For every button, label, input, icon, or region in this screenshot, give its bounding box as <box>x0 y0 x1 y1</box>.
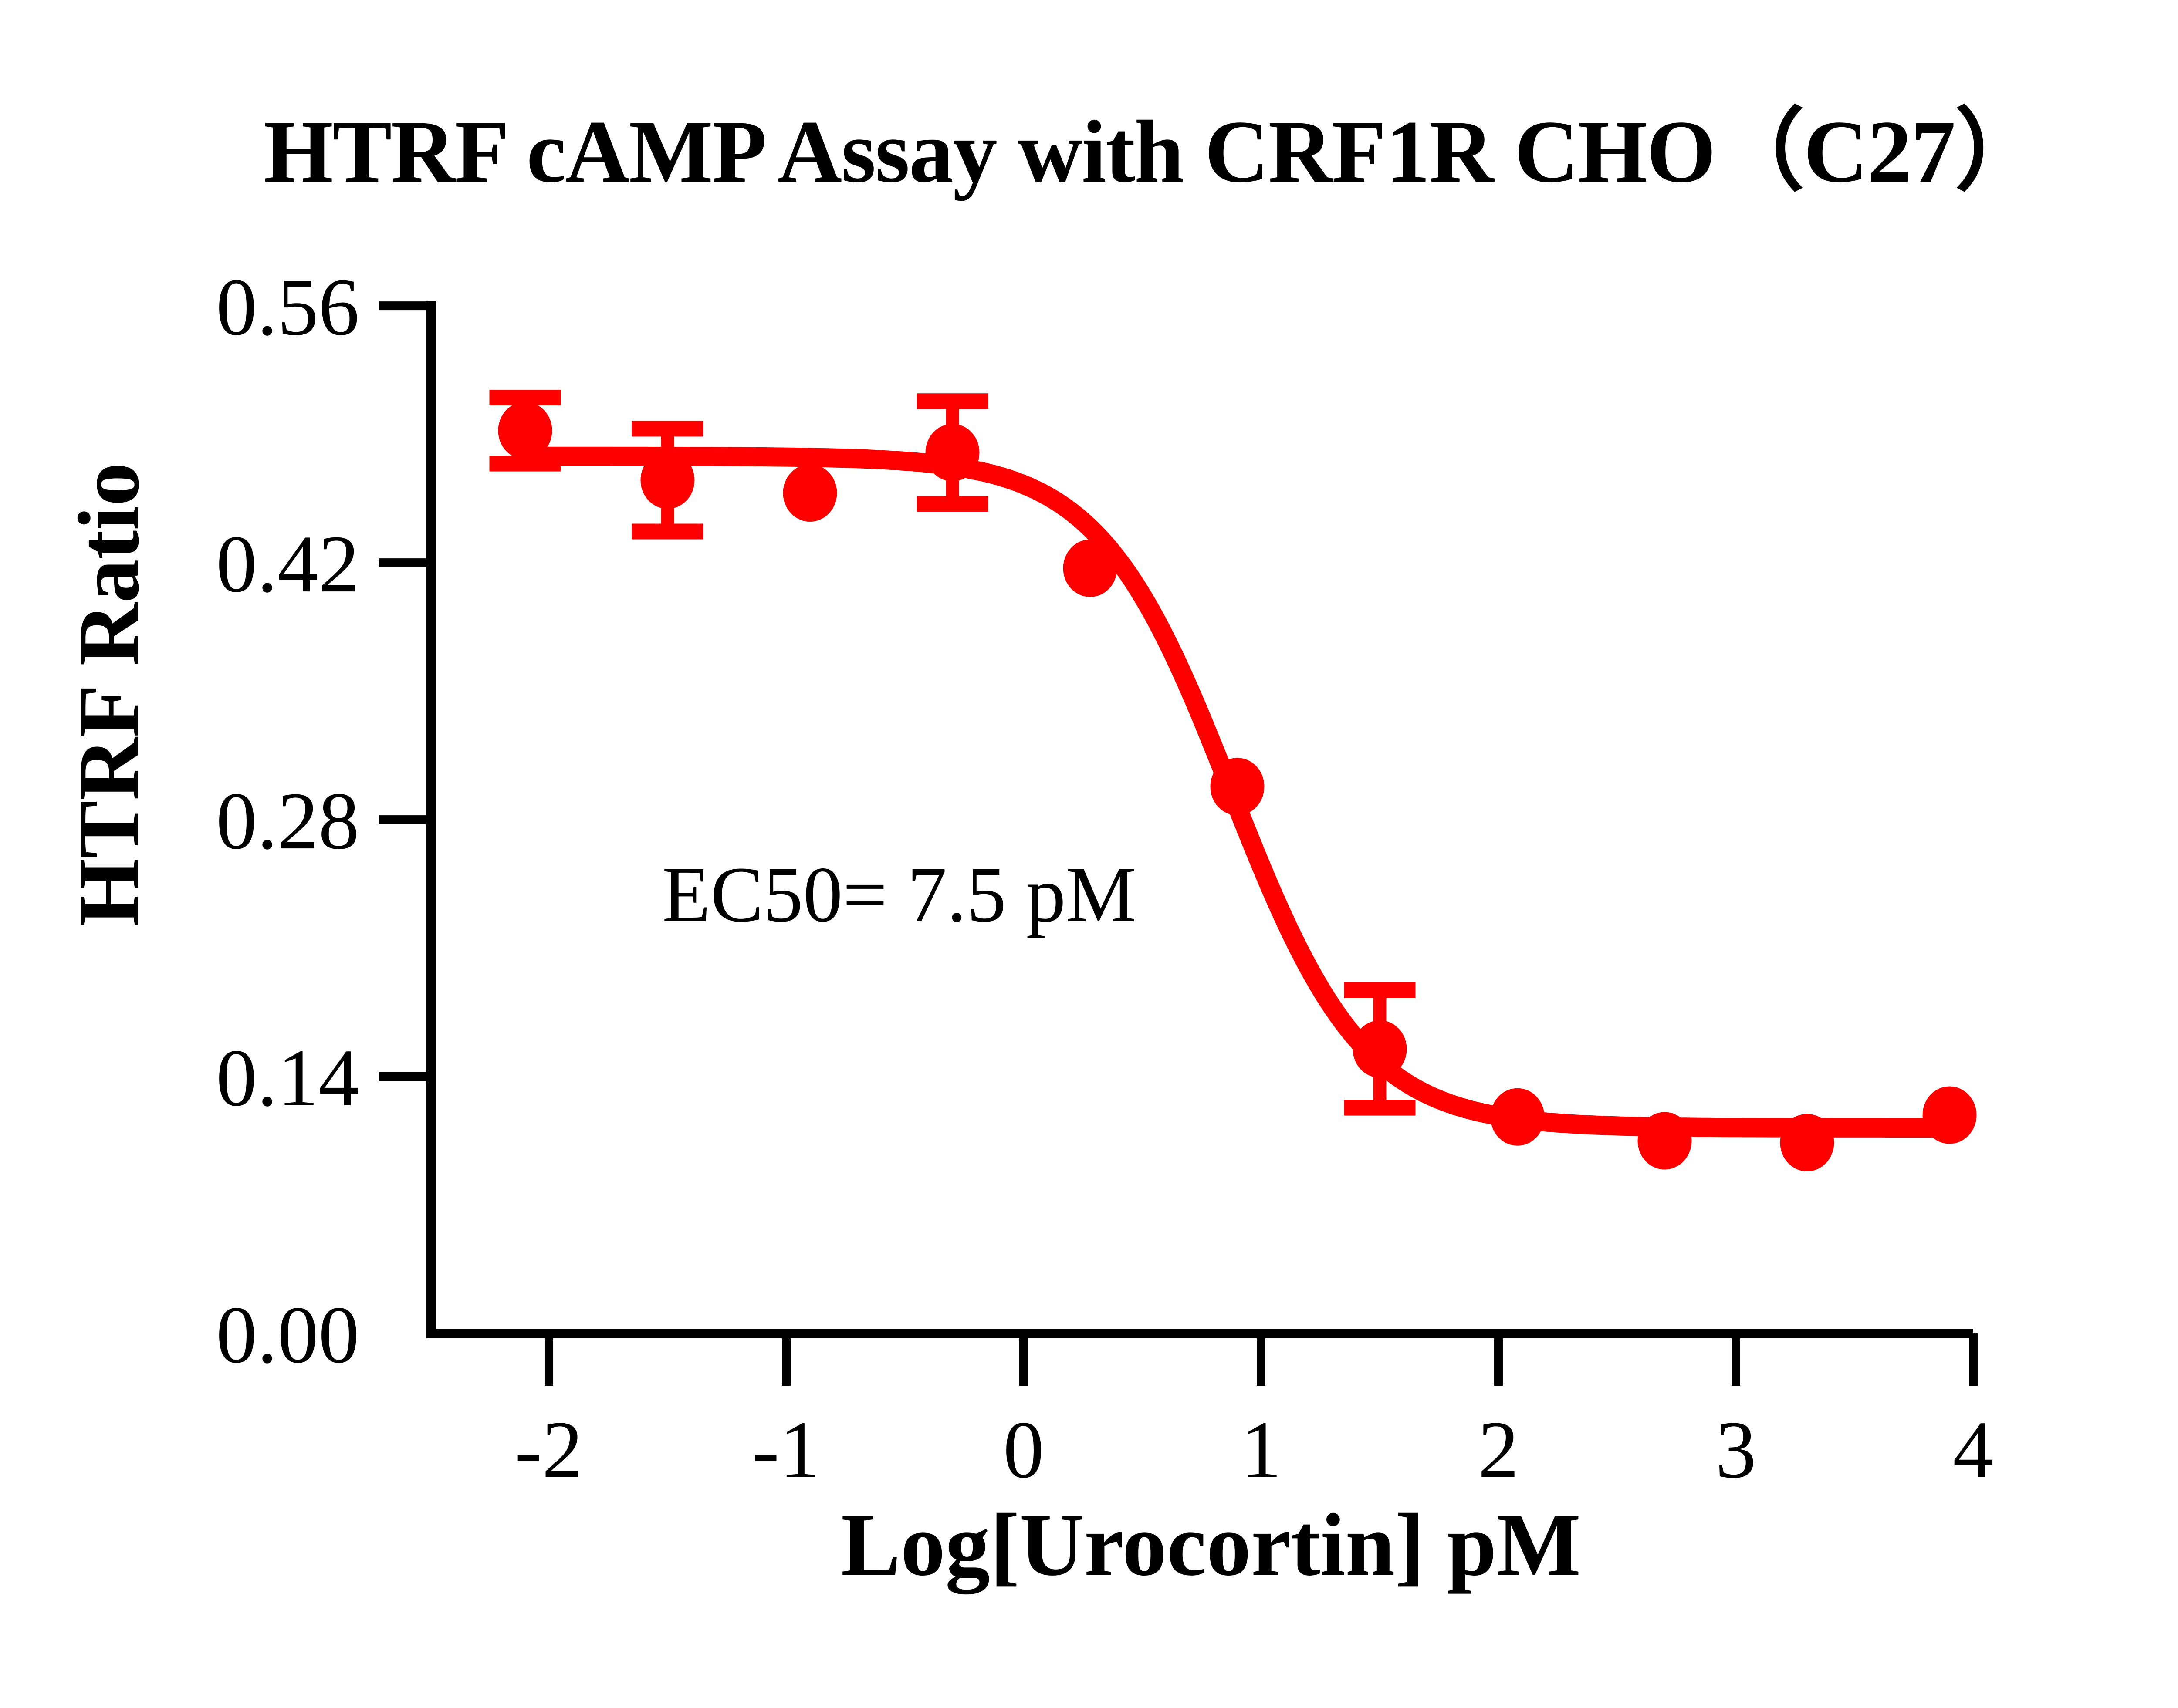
y-axis-tick-label: 0.56 <box>216 261 359 352</box>
x-axis-tick-label: 3 <box>1715 1404 1756 1495</box>
data-point-marker <box>1490 1088 1545 1146</box>
ec50-annotation: EC50= 7.5 pM <box>662 851 1136 938</box>
x-axis-title: Log[Urocortin] pM <box>841 1495 1581 1594</box>
x-axis-tick-label: -2 <box>515 1404 583 1495</box>
y-axis-tick-label: 0.28 <box>216 775 359 866</box>
y-axis-tick-label: 0.14 <box>216 1032 359 1123</box>
data-point-marker <box>925 424 980 482</box>
x-axis-tick-label: 4 <box>1953 1404 1994 1495</box>
data-point-marker <box>1922 1086 1977 1144</box>
data-point-marker <box>1210 758 1265 816</box>
y-axis-title: HTRF Ratio <box>61 462 157 926</box>
data-point-marker <box>1353 1020 1407 1078</box>
data-point-marker <box>1637 1112 1692 1170</box>
data-point-marker <box>783 464 837 522</box>
chart-title: HTRF cAMP Assay with CRF1R CHO（C27） <box>264 102 2044 201</box>
data-point-marker <box>1780 1114 1834 1171</box>
x-axis-tick-label: 1 <box>1241 1404 1282 1495</box>
x-axis-tick-label: 0 <box>1003 1404 1044 1495</box>
data-point-marker <box>498 402 552 459</box>
data-point-marker <box>640 451 695 509</box>
x-axis-tick-label: 2 <box>1478 1404 1519 1495</box>
x-axis-tick-label: -1 <box>752 1404 821 1495</box>
y-axis-tick-label: 0.00 <box>216 1289 359 1380</box>
data-point-marker <box>1063 539 1117 597</box>
y-axis-tick-label: 0.42 <box>216 518 359 609</box>
